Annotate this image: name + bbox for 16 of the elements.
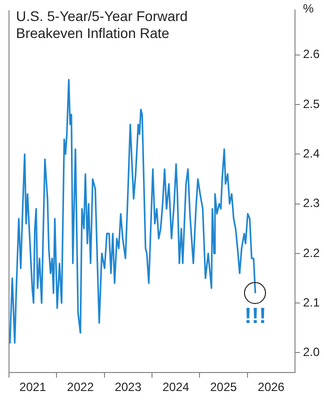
y-tick-label: 2.6 [303,47,320,62]
x-tick-label: 2022 [67,380,94,394]
x-tick-label: 2026 [258,380,285,394]
x-tick-label: 2024 [162,380,190,394]
y-tick-label: 2.2 [303,246,320,260]
text: U.S. 5-Year/5-Year Forward Breakeven Inflation Rate [16,8,189,42]
annotation: !!! [244,303,266,328]
x-tick-label: 2025 [210,380,238,394]
y-axis-title: % [303,1,314,16]
x-tick-label: 2021 [19,380,46,394]
y-tick-label: 2.0 [303,345,320,360]
y-tick-label: 2.3 [303,196,320,210]
x-tick-label: 2023 [114,380,142,394]
y-tick-label: 2.5 [303,96,320,111]
y-tick-label: 2.1 [303,295,320,310]
y-tick-label: 2.4 [303,146,320,160]
